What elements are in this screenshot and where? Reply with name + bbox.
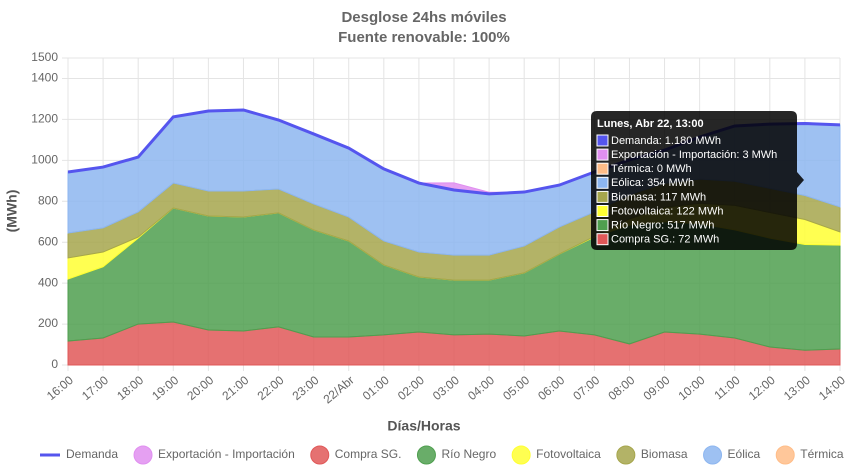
x-tick-label: 22/Abr xyxy=(321,373,357,406)
y-tick-label: 1000 xyxy=(31,153,58,167)
chart-title: Desglose 24hs móviles xyxy=(341,9,506,26)
legend-label: Exportación - Importación xyxy=(158,447,295,461)
tooltip-swatch xyxy=(596,176,609,189)
legend: Demanda Exportación - Importación Compra S… xyxy=(40,445,844,465)
x-tick-label: 19:00 xyxy=(149,373,181,403)
legend-label: Eólica xyxy=(728,447,761,461)
tooltip-item: Demanda: 1.180 MWh xyxy=(611,135,721,147)
x-tick-label: 03:00 xyxy=(430,373,462,403)
x-tick-label: 23:00 xyxy=(290,373,322,403)
x-tick-label: 08:00 xyxy=(605,373,637,403)
tooltip-swatch xyxy=(596,162,609,175)
tooltip-item: Compra SG.: 72 MWh xyxy=(611,234,719,246)
legend-swatch xyxy=(511,445,531,465)
x-tick-label: 14:00 xyxy=(816,373,848,403)
tooltip-swatch xyxy=(596,205,609,217)
legend-label: Demanda xyxy=(66,447,118,461)
x-tick-label: 13:00 xyxy=(781,373,813,403)
chart-subtitle: Fuente renovable: 100% xyxy=(338,29,510,46)
tooltip-swatch xyxy=(596,134,609,147)
x-tick-label: 17:00 xyxy=(79,373,111,403)
tooltip-swatch xyxy=(596,148,609,161)
tooltip-item: Térmica: 0 MWh xyxy=(611,163,692,175)
x-tick-label: 09:00 xyxy=(641,373,673,403)
x-tick-label: 21:00 xyxy=(219,373,251,403)
tooltip-item: Eólica: 354 MWh xyxy=(611,177,694,189)
tooltip-item: Biomasa: 117 MWh xyxy=(611,191,706,203)
x-tick-label: 12:00 xyxy=(746,373,778,403)
y-tick-label: 0 xyxy=(51,357,58,371)
x-tick-label: 06:00 xyxy=(535,373,567,403)
x-tick-label: 18:00 xyxy=(114,373,146,403)
legend-swatch xyxy=(703,445,723,465)
x-axis-title: Días/Horas xyxy=(387,418,460,434)
x-tick-label: 02:00 xyxy=(395,373,427,403)
tooltip-swatch xyxy=(596,190,609,203)
legend-label: Fotovoltaica xyxy=(536,447,601,461)
x-tick-label: 01:00 xyxy=(360,373,392,403)
legend-swatch xyxy=(310,445,330,465)
tooltip-item: Río Negro: 517 MWh xyxy=(611,220,714,232)
x-tick-label: 22:00 xyxy=(255,373,287,403)
legend-swatch xyxy=(416,445,436,465)
x-tick-label: 07:00 xyxy=(570,373,602,403)
tooltip-item: Fotovoltaica: 122 MWh xyxy=(611,205,724,217)
tooltip-item: Exportación - Importación: 3 MWh xyxy=(611,149,777,161)
y-tick-label: 200 xyxy=(38,316,58,330)
x-tick-label: 20:00 xyxy=(184,373,216,403)
legend-label: Compra SG. xyxy=(335,447,402,461)
x-tick-label: 10:00 xyxy=(676,373,708,403)
legend-label: Río Negro xyxy=(441,447,496,461)
y-tick-label: 1200 xyxy=(31,112,58,126)
x-tick-label: 16:00 xyxy=(44,373,76,403)
legend-swatch xyxy=(775,445,795,465)
legend-label: Térmica xyxy=(800,447,844,461)
y-tick-label: 1400 xyxy=(31,71,58,85)
tooltip-title: Lunes, Abr 22, 13:00 xyxy=(597,118,704,130)
legend-label: Biomasa xyxy=(641,447,688,461)
y-tick-label: 400 xyxy=(38,275,58,289)
tooltip-swatch xyxy=(596,219,609,232)
legend-swatch xyxy=(616,445,636,465)
tooltip: Lunes, Abr 22, 13:00 Demanda: 1.180 MWh Ex… xyxy=(591,111,804,250)
x-tick-label: 04:00 xyxy=(465,373,497,403)
tooltip-box xyxy=(591,111,804,250)
legend-swatch xyxy=(133,445,153,465)
y-axis-title: (MWh) xyxy=(4,190,20,233)
x-tick-label: 11:00 xyxy=(711,373,743,403)
y-tick-label: 800 xyxy=(38,193,58,207)
tooltip-swatch xyxy=(596,233,609,246)
y-tick-label: 600 xyxy=(38,234,58,248)
y-tick-label: 1500 xyxy=(31,50,58,64)
x-tick-label: 05:00 xyxy=(500,373,532,403)
